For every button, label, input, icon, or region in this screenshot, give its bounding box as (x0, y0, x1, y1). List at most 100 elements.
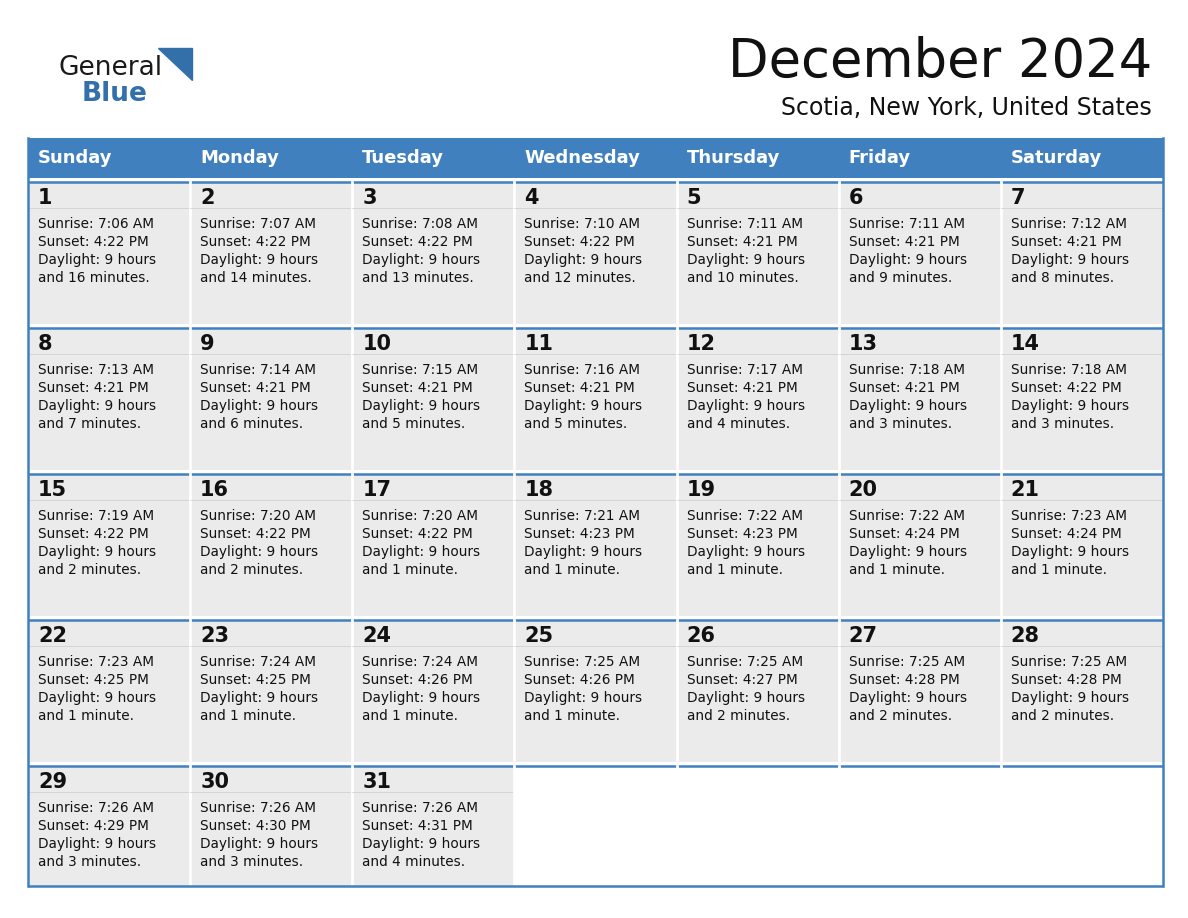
Text: Sunrise: 7:25 AM: Sunrise: 7:25 AM (848, 655, 965, 669)
Text: 17: 17 (362, 480, 391, 500)
Text: Sunrise: 7:25 AM: Sunrise: 7:25 AM (1011, 655, 1127, 669)
Text: Sunset: 4:30 PM: Sunset: 4:30 PM (200, 819, 311, 833)
Text: 29: 29 (38, 772, 68, 792)
Text: Saturday: Saturday (1011, 149, 1102, 167)
Text: Daylight: 9 hours: Daylight: 9 hours (200, 545, 318, 559)
Text: 4: 4 (524, 188, 539, 208)
Text: 23: 23 (200, 626, 229, 646)
Bar (514, 620, 677, 762)
Text: Sunrise: 7:25 AM: Sunrise: 7:25 AM (687, 655, 803, 669)
Text: and 7 minutes.: and 7 minutes. (38, 417, 141, 431)
Text: Sunrise: 7:06 AM: Sunrise: 7:06 AM (38, 217, 154, 231)
Bar (1000, 474, 1163, 616)
Text: and 1 minute.: and 1 minute. (362, 563, 459, 577)
Bar (839, 766, 1000, 886)
Text: Sunset: 4:21 PM: Sunset: 4:21 PM (687, 381, 797, 395)
Text: Daylight: 9 hours: Daylight: 9 hours (1011, 545, 1129, 559)
Bar (29, 328, 190, 470)
Text: Sunrise: 7:14 AM: Sunrise: 7:14 AM (200, 363, 316, 377)
Bar (353, 328, 514, 470)
Text: Sunset: 4:25 PM: Sunset: 4:25 PM (200, 673, 311, 687)
Text: Sunrise: 7:24 AM: Sunrise: 7:24 AM (200, 655, 316, 669)
Text: and 5 minutes.: and 5 minutes. (362, 417, 466, 431)
Text: and 1 minute.: and 1 minute. (524, 563, 620, 577)
Text: Sunrise: 7:15 AM: Sunrise: 7:15 AM (362, 363, 479, 377)
Bar (29, 138, 1163, 178)
Text: and 1 minute.: and 1 minute. (848, 563, 944, 577)
Text: Sunrise: 7:18 AM: Sunrise: 7:18 AM (848, 363, 965, 377)
Bar (29, 474, 190, 616)
Text: Daylight: 9 hours: Daylight: 9 hours (524, 399, 643, 413)
Text: 13: 13 (848, 334, 878, 354)
Bar (1000, 182, 1163, 324)
Bar (353, 474, 514, 616)
Text: 6: 6 (848, 188, 864, 208)
Text: Sunset: 4:21 PM: Sunset: 4:21 PM (200, 381, 311, 395)
Text: Daylight: 9 hours: Daylight: 9 hours (362, 837, 480, 851)
Text: Daylight: 9 hours: Daylight: 9 hours (848, 253, 967, 267)
Text: Sunrise: 7:23 AM: Sunrise: 7:23 AM (1011, 509, 1127, 523)
Text: Sunrise: 7:08 AM: Sunrise: 7:08 AM (362, 217, 479, 231)
Text: Sunrise: 7:20 AM: Sunrise: 7:20 AM (200, 509, 316, 523)
Text: 19: 19 (687, 480, 715, 500)
Text: 30: 30 (200, 772, 229, 792)
Text: Sunrise: 7:17 AM: Sunrise: 7:17 AM (687, 363, 803, 377)
Text: and 16 minutes.: and 16 minutes. (38, 271, 150, 285)
Bar (514, 474, 677, 616)
Text: and 2 minutes.: and 2 minutes. (848, 709, 952, 723)
Text: and 2 minutes.: and 2 minutes. (687, 709, 790, 723)
Text: Sunset: 4:22 PM: Sunset: 4:22 PM (362, 527, 473, 541)
Text: and 4 minutes.: and 4 minutes. (362, 855, 466, 869)
Text: Sunset: 4:25 PM: Sunset: 4:25 PM (38, 673, 148, 687)
Text: 2: 2 (200, 188, 215, 208)
Text: and 13 minutes.: and 13 minutes. (362, 271, 474, 285)
Text: Sunrise: 7:16 AM: Sunrise: 7:16 AM (524, 363, 640, 377)
Text: and 1 minute.: and 1 minute. (524, 709, 620, 723)
Text: 22: 22 (38, 626, 67, 646)
Polygon shape (158, 48, 192, 80)
Text: Daylight: 9 hours: Daylight: 9 hours (848, 691, 967, 705)
Text: and 1 minute.: and 1 minute. (38, 709, 134, 723)
Text: and 9 minutes.: and 9 minutes. (848, 271, 952, 285)
Text: Daylight: 9 hours: Daylight: 9 hours (687, 691, 804, 705)
Text: Daylight: 9 hours: Daylight: 9 hours (362, 691, 480, 705)
Text: and 2 minutes.: and 2 minutes. (1011, 709, 1114, 723)
Text: Daylight: 9 hours: Daylight: 9 hours (1011, 691, 1129, 705)
Text: and 3 minutes.: and 3 minutes. (200, 855, 303, 869)
Bar (190, 766, 353, 886)
Text: 9: 9 (200, 334, 215, 354)
Text: Thursday: Thursday (687, 149, 781, 167)
Text: Monday: Monday (200, 149, 279, 167)
Text: Daylight: 9 hours: Daylight: 9 hours (687, 253, 804, 267)
Text: Sunset: 4:21 PM: Sunset: 4:21 PM (848, 381, 960, 395)
Text: and 3 minutes.: and 3 minutes. (38, 855, 141, 869)
Text: and 5 minutes.: and 5 minutes. (524, 417, 627, 431)
Bar (29, 620, 190, 762)
Text: 1: 1 (38, 188, 52, 208)
Bar (677, 766, 839, 886)
Text: Scotia, New York, United States: Scotia, New York, United States (782, 96, 1152, 120)
Text: Daylight: 9 hours: Daylight: 9 hours (1011, 253, 1129, 267)
Bar (190, 182, 353, 324)
Text: Sunrise: 7:26 AM: Sunrise: 7:26 AM (362, 801, 479, 815)
Text: Sunrise: 7:26 AM: Sunrise: 7:26 AM (200, 801, 316, 815)
Text: and 12 minutes.: and 12 minutes. (524, 271, 637, 285)
Text: 3: 3 (362, 188, 377, 208)
Text: Sunset: 4:22 PM: Sunset: 4:22 PM (200, 527, 311, 541)
Text: and 14 minutes.: and 14 minutes. (200, 271, 312, 285)
Bar (29, 182, 190, 324)
Text: Sunset: 4:21 PM: Sunset: 4:21 PM (848, 235, 960, 249)
Text: Sunset: 4:22 PM: Sunset: 4:22 PM (1011, 381, 1121, 395)
Text: Sunset: 4:22 PM: Sunset: 4:22 PM (200, 235, 311, 249)
Text: 18: 18 (524, 480, 554, 500)
Text: Sunset: 4:26 PM: Sunset: 4:26 PM (524, 673, 636, 687)
Text: Daylight: 9 hours: Daylight: 9 hours (362, 399, 480, 413)
Text: Sunrise: 7:25 AM: Sunrise: 7:25 AM (524, 655, 640, 669)
Text: 21: 21 (1011, 480, 1040, 500)
Text: Sunset: 4:28 PM: Sunset: 4:28 PM (1011, 673, 1121, 687)
Text: Daylight: 9 hours: Daylight: 9 hours (687, 399, 804, 413)
Text: 20: 20 (848, 480, 878, 500)
Text: Sunrise: 7:23 AM: Sunrise: 7:23 AM (38, 655, 154, 669)
Text: 5: 5 (687, 188, 701, 208)
Text: 24: 24 (362, 626, 391, 646)
